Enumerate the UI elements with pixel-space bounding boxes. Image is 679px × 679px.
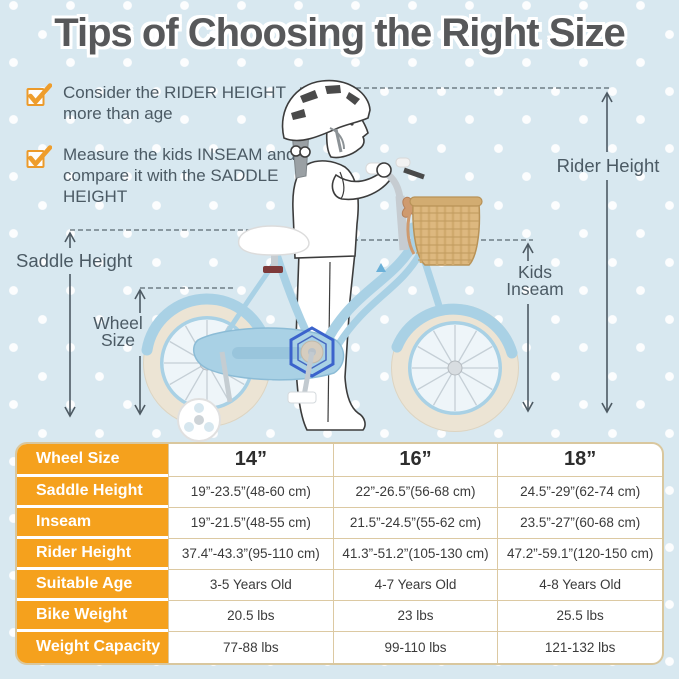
table-cell: 41.3”-51.2”(105-130 cm) — [332, 538, 498, 570]
ribbon-bow — [401, 196, 428, 255]
tip-text: Measure the kids INSEAM and compare it w… — [63, 145, 296, 207]
table-cell: 24.5”-29”(62-74 cm) — [497, 476, 662, 508]
table-cell: 121-132 lbs — [497, 631, 662, 663]
table-cell: 25.5 lbs — [497, 600, 662, 632]
front-fender — [391, 303, 518, 359]
table-cell: 23.5”-27”(60-68 cm) — [497, 507, 662, 539]
right-training-wheel — [427, 369, 463, 411]
table-cell: 4-8 Years Old — [497, 569, 662, 601]
wheel-size-label: Wheel Size — [93, 313, 143, 350]
chain-guard — [192, 326, 345, 381]
bike-frame — [207, 222, 460, 372]
table-cell: 22”-26.5”(56-68 cm) — [332, 476, 498, 508]
column-header: 18” — [497, 444, 662, 477]
rear-wheel — [143, 299, 271, 427]
crank-arm — [301, 351, 315, 397]
table-cell: 37.4”-43.3”(95-110 cm) — [168, 538, 333, 570]
table-cell: 47.2”-59.1”(120-150 cm) — [497, 538, 662, 570]
row-label: Weight Capacity — [17, 631, 168, 663]
saddle — [237, 225, 310, 273]
front-wheel — [391, 304, 519, 432]
row-label: Inseam — [17, 507, 168, 539]
frame-logo — [376, 263, 386, 272]
table-cell: 77-88 lbs — [168, 631, 333, 663]
table-row-saddle-height: Saddle Height 19”-23.5”(48-60 cm) 22”-26… — [17, 476, 662, 508]
handlebar — [365, 157, 425, 251]
checkbox-checked-icon — [26, 145, 52, 169]
tip-item-inseam: Measure the kids INSEAM and compare it w… — [26, 144, 296, 207]
tip-text: Consider the RIDER HEIGHT more than age — [63, 83, 286, 124]
table-cell: 20.5 lbs — [168, 600, 333, 632]
size-table: Wheel Size 14” 16” 18” Saddle Height 19”… — [15, 442, 664, 665]
row-label: Suitable Age — [17, 569, 168, 601]
pedal — [287, 391, 317, 404]
table-row-inseam: Inseam 19”-21.5”(48-55 cm) 21.5”-24.5”(5… — [17, 507, 662, 539]
table-cell: 99-110 lbs — [332, 631, 498, 663]
table-cell: 4-7 Years Old — [332, 569, 498, 601]
tip-item-rider-height: Consider the RIDER HEIGHT more than age — [26, 82, 296, 124]
column-header: 16” — [332, 444, 498, 477]
left-training-wheel — [177, 351, 233, 442]
table-cell: 3-5 Years Old — [168, 569, 333, 601]
rear-fender — [141, 293, 273, 356]
child-hand — [376, 162, 392, 178]
row-label: Bike Weight — [17, 600, 168, 632]
checkbox-checked-icon — [26, 83, 52, 106]
column-header: 14” — [168, 444, 333, 477]
tips-list: Consider the RIDER HEIGHT more than age … — [26, 82, 296, 207]
row-label: Saddle Height — [17, 476, 168, 508]
child-figure — [281, 79, 392, 431]
table-cell: 23 lbs — [332, 600, 498, 632]
basket — [409, 196, 483, 266]
table-row-rider-height: Rider Height 37.4”-43.3”(95-110 cm) 41.3… — [17, 538, 662, 570]
table-header-row: Wheel Size 14” 16” 18” — [17, 444, 662, 477]
table-header-label: Wheel Size — [17, 444, 168, 477]
kids-inseam-label: Kids Inseam — [506, 262, 564, 299]
table-cell: 21.5”-24.5”(55-62 cm) — [332, 507, 498, 539]
table-row-weight-capacity: Weight Capacity 77-88 lbs 99-110 lbs 121… — [17, 631, 662, 663]
table-row-bike-weight: Bike Weight 20.5 lbs 23 lbs 25.5 lbs — [17, 600, 662, 632]
row-label: Rider Height — [17, 538, 168, 570]
table-row-suitable-age: Suitable Age 3-5 Years Old 4-7 Years Old… — [17, 569, 662, 601]
rider-height-label: Rider Height — [556, 155, 660, 176]
table-cell: 19”-21.5”(48-55 cm) — [168, 507, 333, 539]
helmet-vents — [291, 85, 360, 120]
page-title: Tips of Choosing the Right Size — [54, 11, 625, 55]
saddle-height-label: Saddle Height — [16, 250, 133, 271]
table-cell: 19”-23.5”(48-60 cm) — [168, 476, 333, 508]
